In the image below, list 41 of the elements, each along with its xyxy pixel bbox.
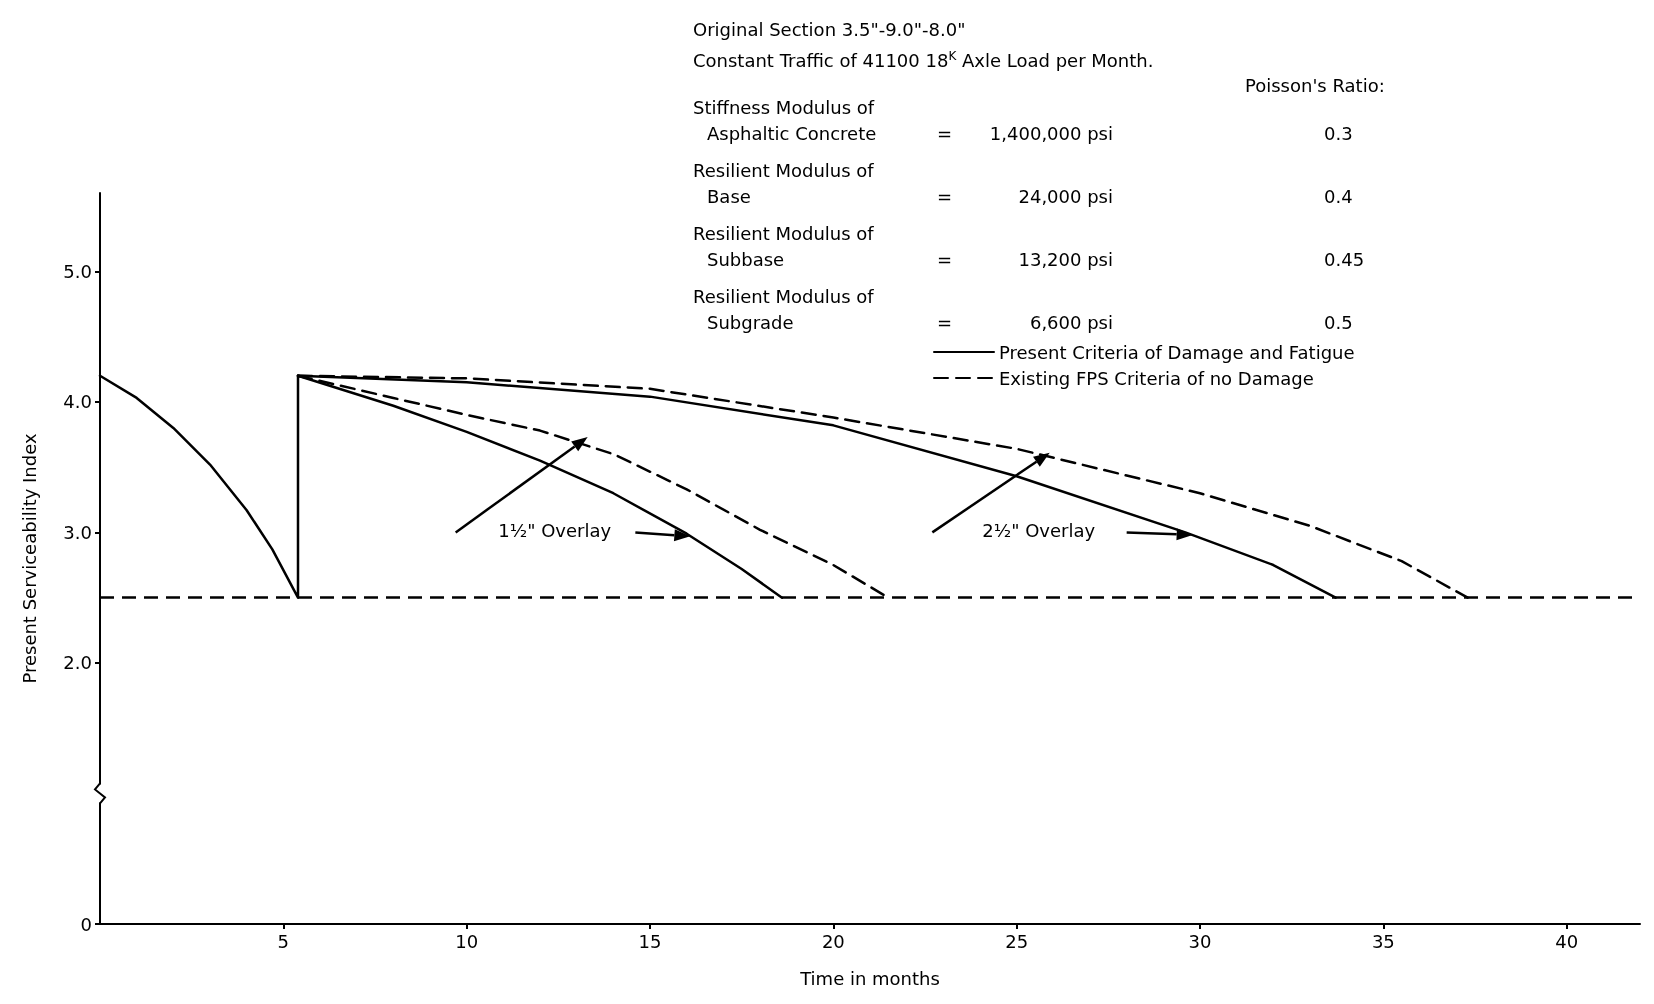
text: Poisson's Ratio: xyxy=(1245,74,1385,96)
y-tick-label: 4.0 xyxy=(63,391,92,413)
y-tick-label: 3.0 xyxy=(63,521,92,543)
annotation: = xyxy=(937,248,953,270)
x-tick-label: 10 xyxy=(455,930,479,952)
text: Resilient Modulus of xyxy=(693,159,875,181)
annotation: 1½" Overlay xyxy=(498,519,612,541)
x-tick-label: 35 xyxy=(1371,930,1395,952)
annotation: 0.4 xyxy=(1324,185,1353,207)
annotation: 13,200 psi xyxy=(1018,248,1113,270)
x-tick-label: 25 xyxy=(1005,930,1029,952)
text: 1,400,000 psi xyxy=(989,122,1113,144)
text: 0.3 xyxy=(1324,122,1353,144)
annotation: Resilient Modulus of xyxy=(693,222,875,244)
text: Original Section 3.5"-9.0"-8.0" xyxy=(693,18,966,40)
legend-label: Present Criteria of Damage and Fatigue xyxy=(999,341,1355,363)
annotation: 2½" Overlay xyxy=(982,519,1096,541)
x-tick-label: 30 xyxy=(1188,930,1212,952)
y-tick-label: 2.0 xyxy=(63,652,92,674)
annotation: = xyxy=(937,185,953,207)
annotation: 6,600 psi xyxy=(1029,311,1113,333)
annotation: 0.45 xyxy=(1324,248,1365,270)
annotation: Subbase xyxy=(707,248,785,270)
text: Asphaltic Concrete xyxy=(707,122,877,144)
y-axis-title: Present Serviceability Index xyxy=(18,433,40,684)
y-tick-label: 5.0 xyxy=(63,260,92,282)
annotation: 0.5 xyxy=(1324,311,1353,333)
text: Stiffness Modulus of xyxy=(693,96,875,118)
annotation: Subgrade xyxy=(707,311,794,333)
annotation: Base xyxy=(707,185,751,207)
annotation: Resilient Modulus of xyxy=(693,285,875,307)
annotation: 24,000 psi xyxy=(1018,185,1113,207)
text: = xyxy=(937,122,953,144)
x-tick-label: 40 xyxy=(1555,930,1579,952)
x-tick-label: 20 xyxy=(821,930,845,952)
x-tick-label: 15 xyxy=(638,930,662,952)
annotation: = xyxy=(937,311,953,333)
x-tick-label: 5 xyxy=(277,930,290,952)
y-tick-label: 0 xyxy=(80,913,92,935)
x-axis-title: Time in months xyxy=(799,967,940,989)
legend-label: Existing FPS Criteria of no Damage xyxy=(999,367,1314,389)
